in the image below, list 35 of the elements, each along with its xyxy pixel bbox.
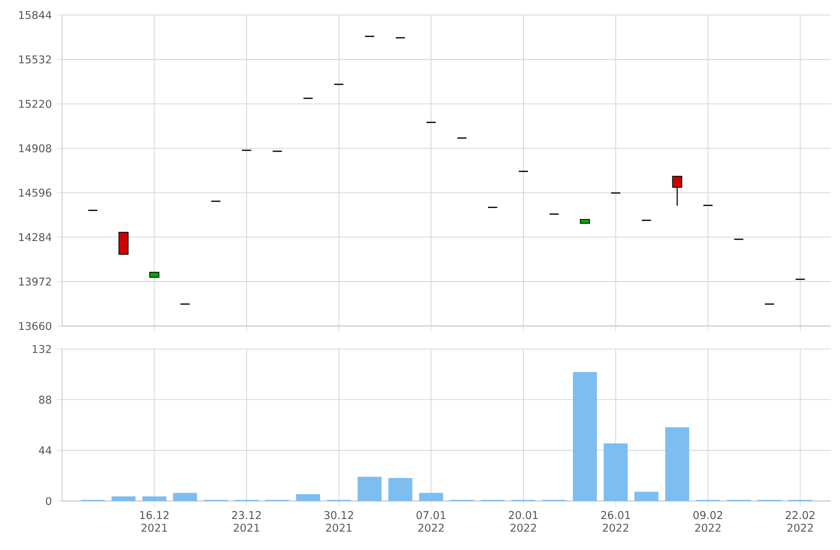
x-tick-label: 16.12 2021 bbox=[140, 511, 168, 532]
y-tick-label: 88 bbox=[39, 396, 52, 404]
bar bbox=[173, 492, 198, 501]
y-tick-label: 13972 bbox=[19, 278, 51, 286]
bar bbox=[634, 492, 658, 501]
x-tick-label: 22.02 2022 bbox=[786, 511, 814, 532]
y-tick-label: 44 bbox=[38, 446, 52, 454]
candlestick bbox=[118, 232, 129, 255]
bar bbox=[142, 496, 166, 501]
bar bbox=[388, 478, 412, 501]
x-tick-label: 09.02 2022 bbox=[693, 511, 722, 532]
bar bbox=[604, 443, 628, 501]
x-tick-label: 07.01 2022 bbox=[416, 511, 446, 532]
candlestick bbox=[580, 218, 590, 224]
candlestick bbox=[149, 272, 160, 278]
y-tick-label: 14908 bbox=[19, 144, 52, 152]
y-tick-label: 14596 bbox=[19, 188, 52, 197]
bar bbox=[112, 496, 136, 501]
y-tick-label: 15532 bbox=[19, 55, 51, 64]
x-tick-label: 20.01 2022 bbox=[508, 511, 538, 532]
y-tick-label: 13660 bbox=[19, 322, 52, 330]
x-tick-label: 23.12 2021 bbox=[232, 511, 261, 532]
bar bbox=[665, 427, 690, 501]
bar bbox=[358, 476, 382, 501]
x-tick-label: 30.12 2021 bbox=[324, 511, 354, 532]
x-tick-label: 26.01 2022 bbox=[601, 511, 630, 532]
bar bbox=[572, 372, 597, 501]
y-tick-label: 0 bbox=[46, 496, 52, 506]
y-tick-label: 132 bbox=[32, 344, 51, 354]
y-tick-label: 15220 bbox=[19, 100, 52, 108]
y-tick-label: 15844 bbox=[19, 10, 52, 20]
y-tick-label: 14284 bbox=[19, 233, 52, 242]
bar bbox=[419, 492, 444, 501]
candlestick bbox=[672, 176, 682, 206]
bar bbox=[296, 494, 320, 501]
